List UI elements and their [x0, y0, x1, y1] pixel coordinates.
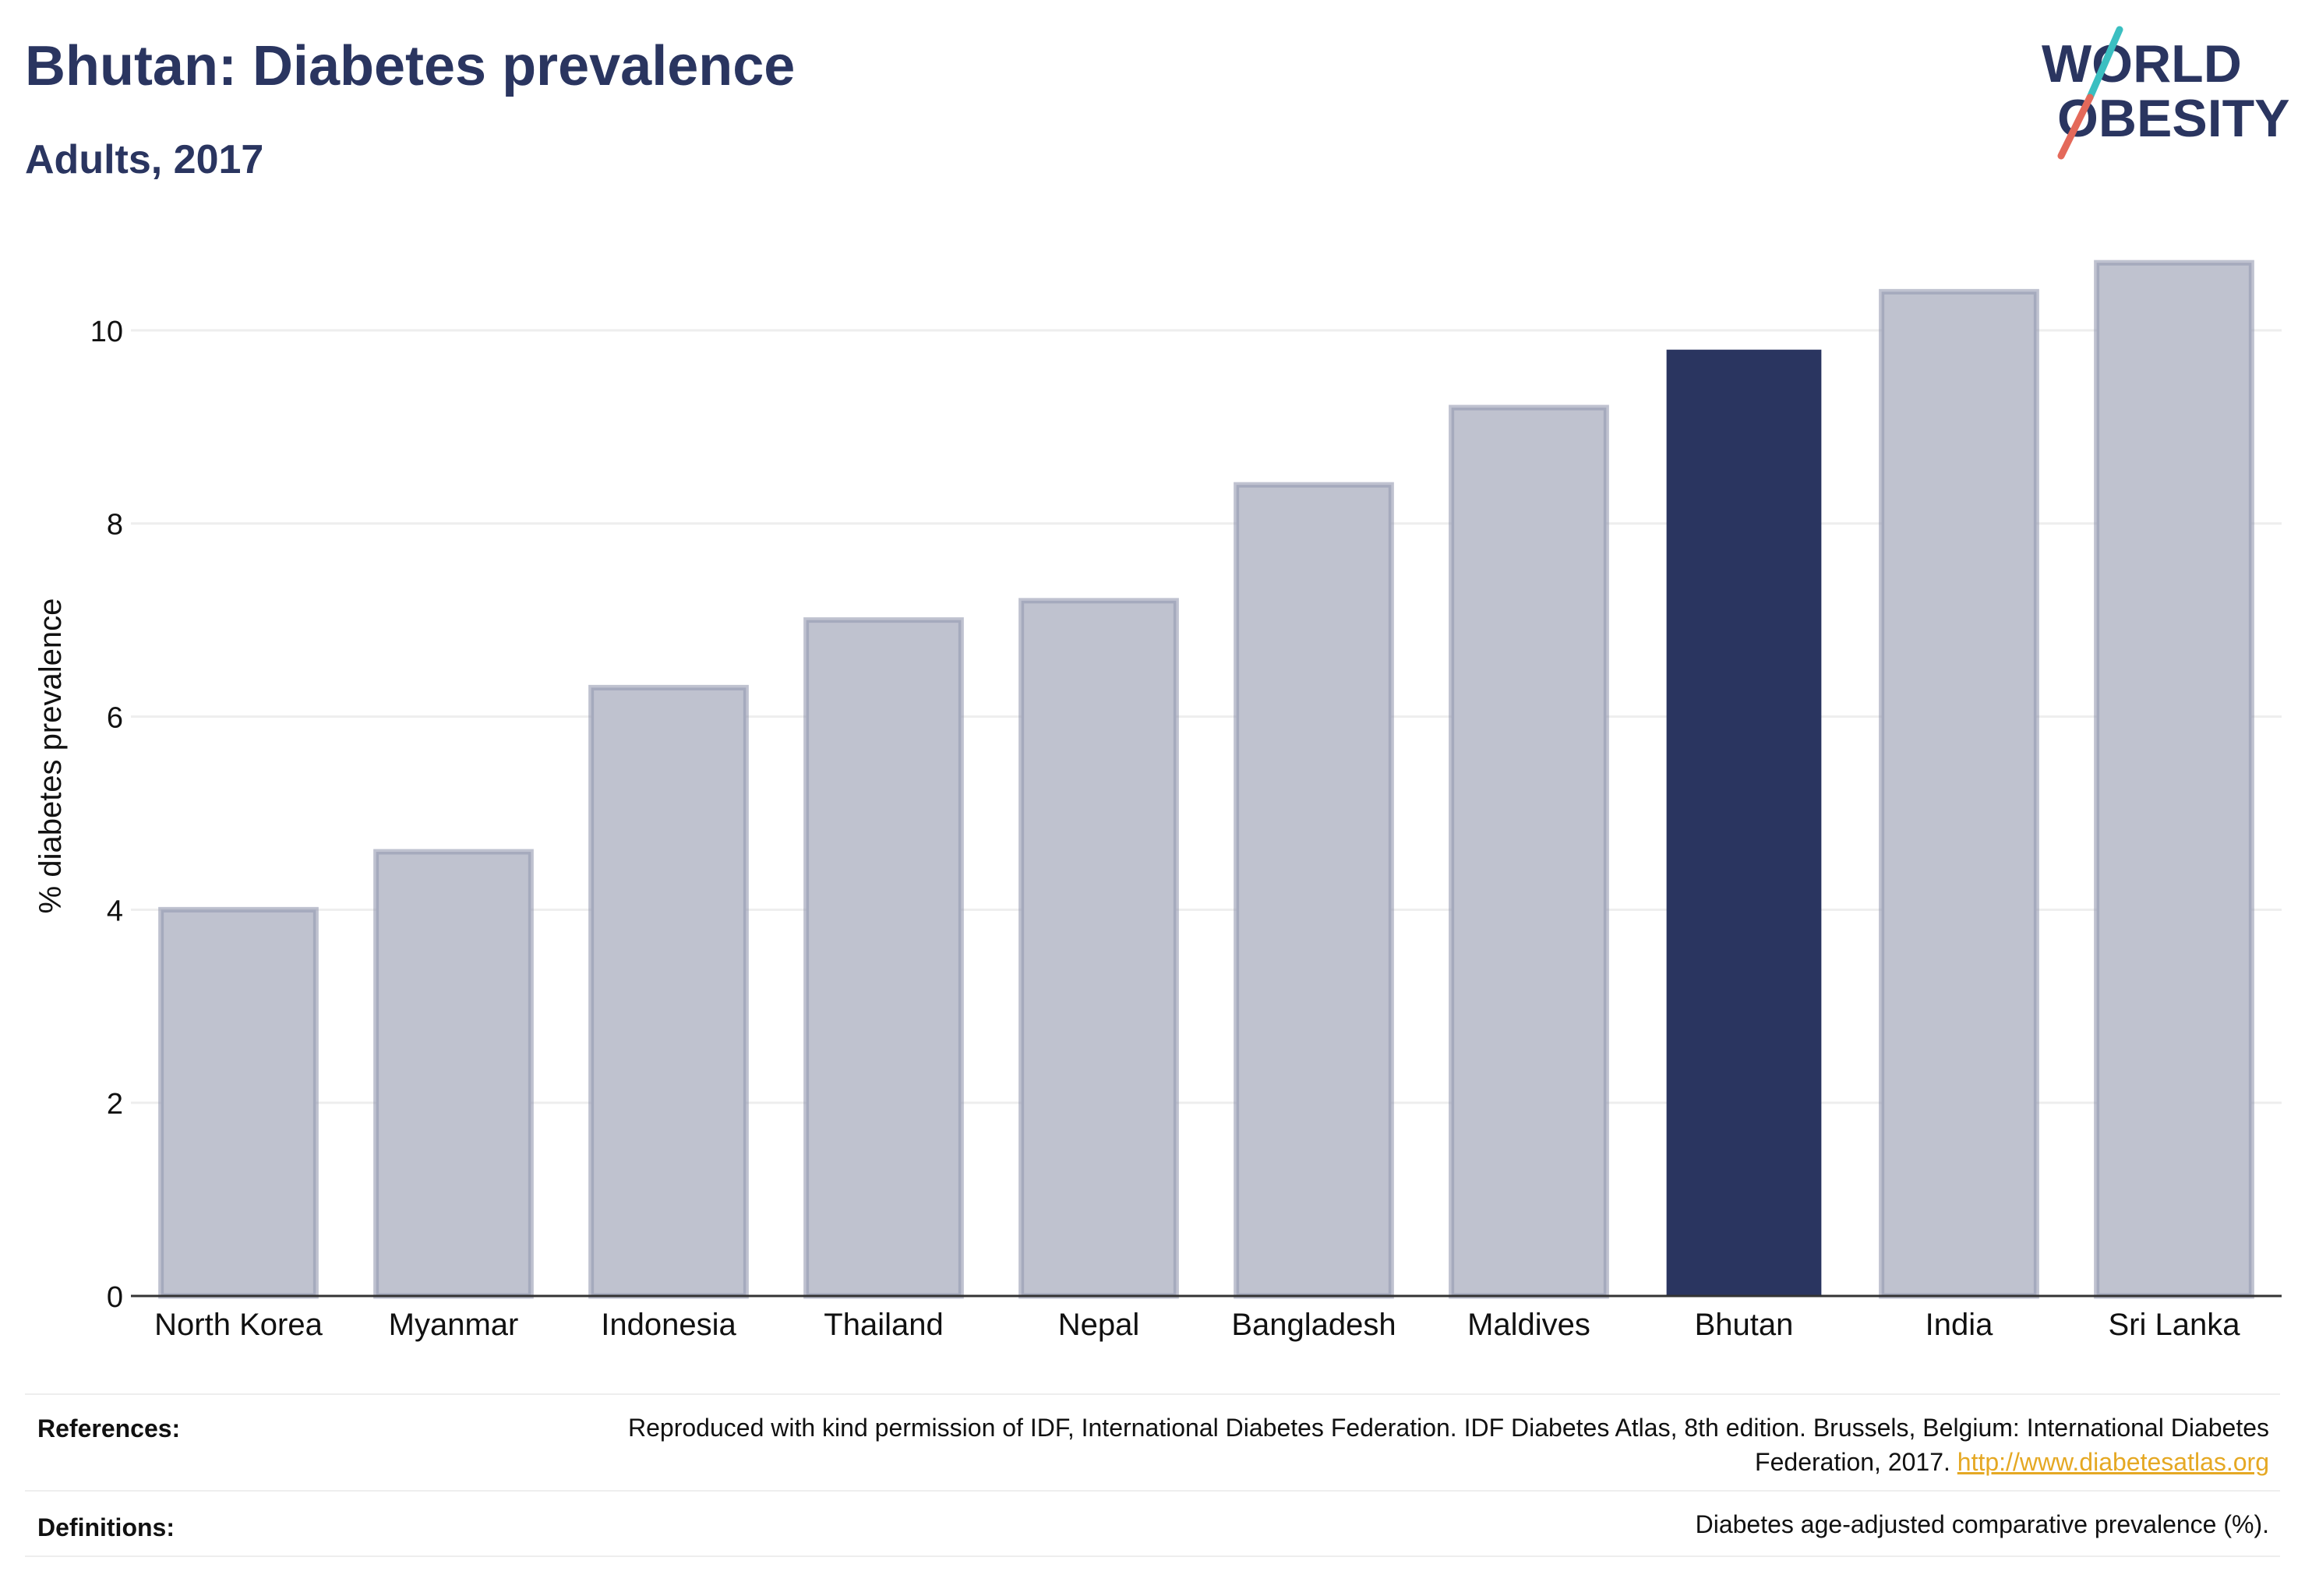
references-body: Reproduced with kind permission of IDF, …	[628, 1414, 2269, 1476]
logo-line-obesity: OBESITY	[2057, 89, 2290, 148]
x-tick-label: Bhutan	[1695, 1308, 1794, 1342]
y-tick-label: 4	[107, 895, 123, 927]
x-tick-label: Indonesia	[601, 1308, 736, 1342]
labels-layer: 0 2 4 6 8 10 North Korea Myanmar Indonesia Thaila…	[90, 316, 2241, 1342]
bar-maldives	[1449, 404, 1609, 1299]
logo-line-world: WORLD	[2042, 34, 2242, 94]
references-label: References:	[37, 1414, 181, 1442]
chart-subtitle: Adults, 2017	[25, 137, 264, 182]
bar-bhutan	[1666, 349, 1822, 1296]
logo-slash-bottom	[2057, 94, 2094, 160]
x-tick-label: Sri Lanka	[2109, 1308, 2241, 1342]
y-tick-label: 0	[107, 1281, 123, 1314]
chart-title: Bhutan: Diabetes prevalence	[25, 35, 796, 97]
bar-thailand	[803, 617, 964, 1299]
x-tick-label: India	[1926, 1308, 1993, 1342]
x-tick-label: Thailand	[824, 1308, 943, 1342]
x-tick-label: Myanmar	[389, 1308, 519, 1342]
bar-indonesia	[588, 684, 749, 1299]
references-link[interactable]: http://www.diabetesatlas.org	[1957, 1448, 2269, 1476]
bar-myanmar	[373, 849, 534, 1299]
x-tick-label: Bangladesh	[1231, 1308, 1396, 1342]
x-tick-label: Maldives	[1467, 1308, 1590, 1342]
references-text: Reproduced with kind permission of IDF, …	[555, 1411, 2269, 1479]
bar-india	[1879, 288, 2039, 1299]
y-tick-label: 6	[107, 702, 123, 735]
bar-sri-lanka	[2094, 260, 2254, 1299]
bar-bangladesh	[1234, 482, 1394, 1299]
x-tick-label: North Korea	[154, 1308, 323, 1342]
y-axis-label: % diabetes prevalence	[34, 598, 68, 914]
y-tick-label: 10	[90, 316, 123, 348]
definitions-label: Definitions:	[37, 1513, 175, 1541]
bar-nepal	[1018, 598, 1179, 1299]
footer-divider-middle	[25, 1490, 2280, 1492]
logo-slash-top	[2086, 26, 2123, 101]
world-obesity-logo: WORLD OBESITY	[2042, 26, 2290, 160]
y-tick-label: 2	[107, 1088, 123, 1121]
x-tick-label: Nepal	[1058, 1308, 1140, 1342]
bars-layer	[158, 260, 2254, 1299]
footer-divider-top	[25, 1393, 2280, 1395]
footer-divider-bottom	[25, 1555, 2280, 1557]
bar-chart: 0 2 4 6 8 10 North Korea Myanmar Indonesia Thaila…	[34, 260, 2282, 1342]
bar-north-korea	[158, 906, 319, 1299]
y-tick-label: 8	[107, 509, 123, 542]
definitions-text: Diabetes age-adjusted comparative preval…	[1695, 1510, 2269, 1538]
